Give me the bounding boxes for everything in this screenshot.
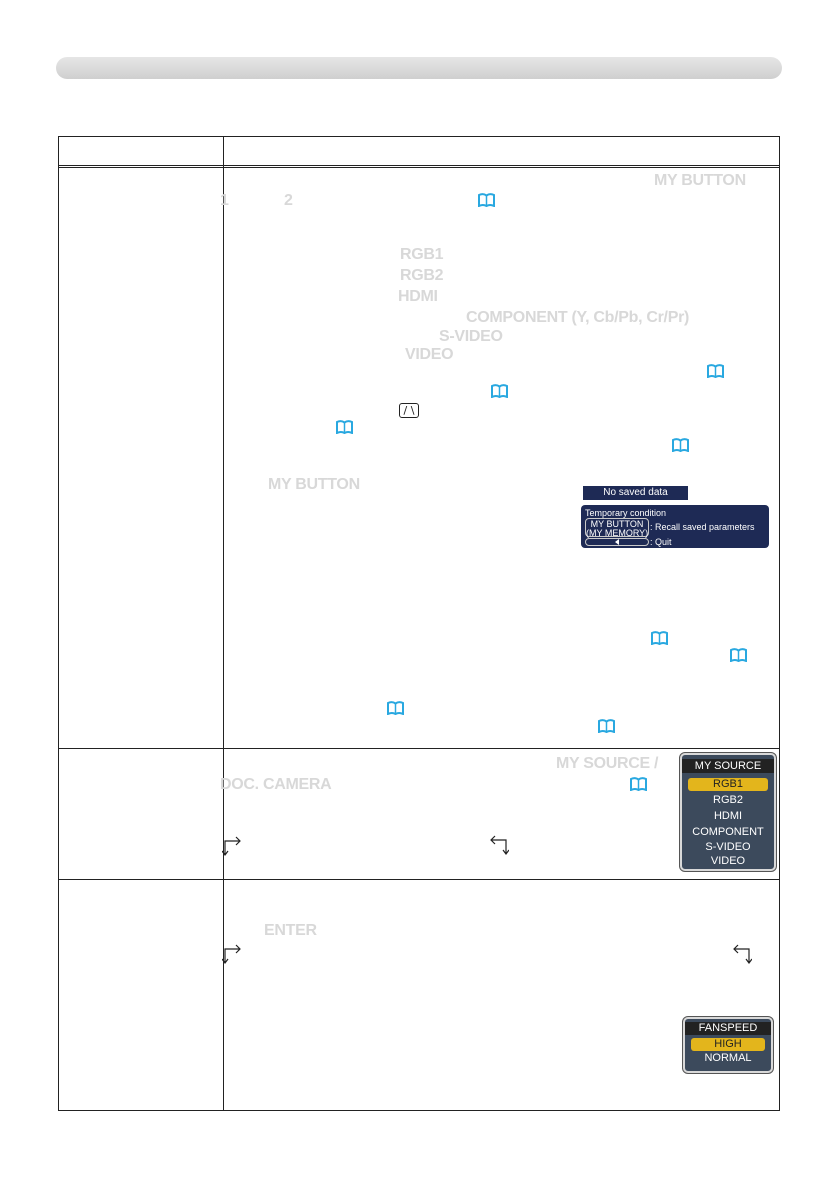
up-arrow-icon [733, 944, 752, 964]
fanspeed-menu: FANSPEED HIGH NORMAL [683, 1017, 773, 1073]
panel-title: Temporary condition [585, 508, 667, 518]
row-divider-1 [59, 748, 779, 749]
quit-description: : Quit [650, 537, 672, 547]
manual-reference-icon [387, 701, 404, 715]
manual-reference-icon [630, 777, 647, 791]
mybutton-number-2: 2 [284, 192, 293, 209]
menu-title: MY SOURCE [682, 759, 774, 773]
menu-item-hdmi[interactable]: HDMI [713, 810, 743, 822]
option-component: COMPONENT (Y, Cb/Pb, Cr/Pr) [466, 309, 690, 326]
manual-reference-icon [651, 631, 668, 645]
left-button-label [585, 538, 649, 546]
settings-table [58, 136, 780, 1111]
my-source-menu: MY SOURCE RGB1 RGB2 HDMI COMPONENT S-VID… [680, 753, 776, 871]
menu-item-normal[interactable]: NORMAL [704, 1052, 752, 1064]
option-video: VIDEO [405, 346, 454, 363]
option-hdmi: HDMI [398, 288, 438, 305]
manual-reference-icon [672, 438, 689, 452]
section-header-bar [56, 57, 782, 79]
manual-reference-icon [491, 384, 508, 398]
manual-reference-icon [707, 364, 724, 378]
menu-item-high[interactable]: HIGH [691, 1038, 765, 1051]
manual-reference-icon [598, 719, 615, 733]
menu-item-video[interactable]: VIDEO [710, 855, 746, 867]
menu-item-rgb2[interactable]: RGB2 [713, 794, 743, 806]
option-rgb1: RGB1 [400, 246, 444, 263]
mymemory-button-label: MY BUTTON (MY MEMORY) [585, 518, 649, 538]
option-svideo: S-VIDEO [439, 328, 503, 345]
manual-reference-icon [478, 193, 495, 207]
doccamera-heading: DOC. CAMERA [220, 776, 332, 793]
temporary-condition-panel: Temporary condition MY BUTTON (MY MEMORY… [581, 505, 769, 548]
column-divider [223, 137, 224, 1110]
mybutton-heading: MY BUTTON [654, 172, 746, 189]
option-rgb2: RGB2 [400, 267, 444, 284]
aspect-button-icon: / \ [399, 403, 419, 418]
row-divider-2 [59, 879, 779, 880]
manual-reference-icon [730, 648, 747, 662]
mybutton-number-1: 1 [220, 192, 229, 209]
recall-description: : Recall saved parameters [650, 522, 755, 532]
down-arrow-icon [222, 836, 241, 856]
menu-item-rgb1[interactable]: RGB1 [688, 778, 768, 791]
menu-title: FANSPEED [685, 1022, 771, 1035]
mysource-heading: MY SOURCE / [556, 755, 659, 772]
triangle-left-icon [615, 539, 619, 545]
manual-reference-icon [336, 420, 353, 434]
mybutton-note: MY BUTTON [268, 476, 360, 493]
enter-heading: ENTER [264, 922, 317, 939]
header-divider [59, 165, 779, 168]
menu-item-svideo[interactable]: S-VIDEO [705, 841, 751, 853]
up-arrow-icon [490, 835, 509, 855]
no-saved-data-bar: No saved data [583, 486, 688, 500]
menu-item-component[interactable]: COMPONENT [692, 826, 764, 838]
down-arrow-icon [222, 944, 241, 964]
